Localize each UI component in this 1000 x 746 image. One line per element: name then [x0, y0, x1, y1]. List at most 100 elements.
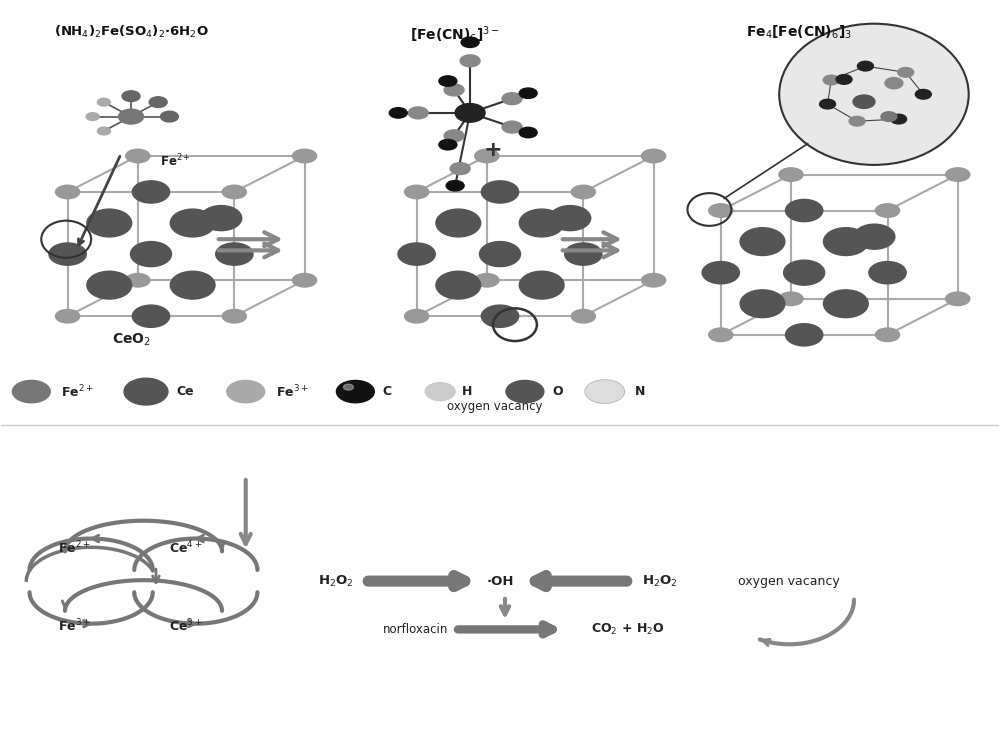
Ellipse shape — [854, 225, 895, 249]
Ellipse shape — [132, 181, 170, 203]
Ellipse shape — [439, 76, 457, 87]
Text: O: O — [553, 385, 563, 398]
Ellipse shape — [389, 107, 407, 118]
Ellipse shape — [461, 37, 479, 48]
Ellipse shape — [779, 168, 803, 181]
Ellipse shape — [227, 380, 265, 403]
Ellipse shape — [550, 206, 591, 231]
Circle shape — [779, 24, 969, 165]
Text: norfloxacin: norfloxacin — [383, 623, 448, 636]
Ellipse shape — [565, 243, 602, 266]
Ellipse shape — [460, 55, 480, 67]
Ellipse shape — [898, 68, 914, 77]
Ellipse shape — [444, 130, 464, 142]
Ellipse shape — [292, 149, 317, 163]
Ellipse shape — [170, 272, 215, 299]
Ellipse shape — [343, 384, 353, 390]
Ellipse shape — [836, 75, 852, 84]
Ellipse shape — [222, 310, 246, 323]
Text: H: H — [462, 385, 472, 398]
Text: Ce$^{3+}$: Ce$^{3+}$ — [169, 618, 203, 634]
Ellipse shape — [87, 209, 132, 237]
Ellipse shape — [87, 272, 132, 299]
Ellipse shape — [222, 185, 246, 198]
Ellipse shape — [126, 274, 150, 287]
Ellipse shape — [481, 181, 519, 203]
Ellipse shape — [823, 75, 839, 85]
Ellipse shape — [450, 163, 470, 175]
Ellipse shape — [119, 109, 143, 124]
Ellipse shape — [444, 84, 464, 95]
Ellipse shape — [446, 181, 464, 191]
Ellipse shape — [502, 93, 522, 104]
Ellipse shape — [201, 206, 242, 231]
Text: Ce: Ce — [176, 385, 194, 398]
Ellipse shape — [130, 242, 171, 266]
Ellipse shape — [709, 328, 733, 342]
Text: ·OH: ·OH — [486, 574, 514, 588]
Ellipse shape — [709, 204, 733, 217]
Ellipse shape — [97, 98, 110, 106]
Ellipse shape — [946, 292, 970, 306]
Ellipse shape — [820, 99, 836, 109]
Text: [Fe(CN)$_6$]$^{3-}$: [Fe(CN)$_6$]$^{3-}$ — [410, 24, 500, 45]
Text: oxygen vacancy: oxygen vacancy — [738, 574, 840, 588]
Ellipse shape — [405, 185, 429, 198]
Ellipse shape — [642, 274, 666, 287]
Ellipse shape — [479, 242, 521, 266]
Ellipse shape — [475, 274, 499, 287]
Ellipse shape — [585, 380, 625, 404]
Ellipse shape — [519, 209, 564, 237]
Ellipse shape — [336, 380, 374, 403]
Ellipse shape — [405, 310, 429, 323]
Ellipse shape — [784, 260, 825, 285]
Ellipse shape — [740, 228, 785, 255]
Ellipse shape — [436, 272, 481, 299]
Ellipse shape — [519, 88, 537, 98]
Ellipse shape — [122, 91, 140, 101]
Ellipse shape — [12, 380, 50, 403]
Text: H$_2$O$_2$: H$_2$O$_2$ — [642, 574, 677, 589]
Text: +: + — [484, 140, 502, 160]
Text: C: C — [382, 385, 391, 398]
Ellipse shape — [506, 380, 544, 403]
Ellipse shape — [56, 185, 80, 198]
Ellipse shape — [425, 383, 455, 401]
Ellipse shape — [49, 243, 86, 266]
Ellipse shape — [292, 274, 317, 287]
Ellipse shape — [475, 149, 499, 163]
Text: Ce$^{4+}$: Ce$^{4+}$ — [169, 539, 203, 556]
Ellipse shape — [875, 204, 900, 217]
Ellipse shape — [857, 61, 873, 71]
Ellipse shape — [885, 78, 903, 89]
Ellipse shape — [519, 272, 564, 299]
Ellipse shape — [823, 228, 868, 255]
Ellipse shape — [439, 140, 457, 150]
Text: Fe$^{3+}$: Fe$^{3+}$ — [276, 383, 308, 400]
Text: (NH$_4$)$_2$Fe(SO$_4$)$_2$·6H$_2$O: (NH$_4$)$_2$Fe(SO$_4$)$_2$·6H$_2$O — [54, 24, 208, 40]
Ellipse shape — [891, 114, 907, 124]
Ellipse shape — [642, 149, 666, 163]
Ellipse shape — [408, 107, 428, 119]
Ellipse shape — [132, 305, 170, 327]
Ellipse shape — [481, 305, 519, 327]
Ellipse shape — [149, 97, 167, 107]
Ellipse shape — [849, 116, 865, 126]
Ellipse shape — [875, 328, 900, 342]
Text: CeO$_2$: CeO$_2$ — [112, 331, 150, 348]
Ellipse shape — [881, 112, 897, 122]
Ellipse shape — [915, 90, 931, 99]
Text: Fe$^{3+}$: Fe$^{3+}$ — [58, 618, 91, 634]
Ellipse shape — [124, 378, 168, 405]
Ellipse shape — [216, 243, 253, 266]
Text: oxygen vacancy: oxygen vacancy — [447, 400, 543, 413]
Ellipse shape — [571, 185, 595, 198]
Ellipse shape — [455, 104, 485, 122]
Text: Fe$^{2+}$: Fe$^{2+}$ — [58, 539, 91, 556]
Ellipse shape — [869, 262, 906, 283]
Ellipse shape — [160, 111, 178, 122]
Ellipse shape — [436, 209, 481, 237]
Ellipse shape — [126, 149, 150, 163]
Ellipse shape — [86, 113, 99, 120]
Text: CO$_2$ + H$_2$O: CO$_2$ + H$_2$O — [591, 622, 664, 637]
